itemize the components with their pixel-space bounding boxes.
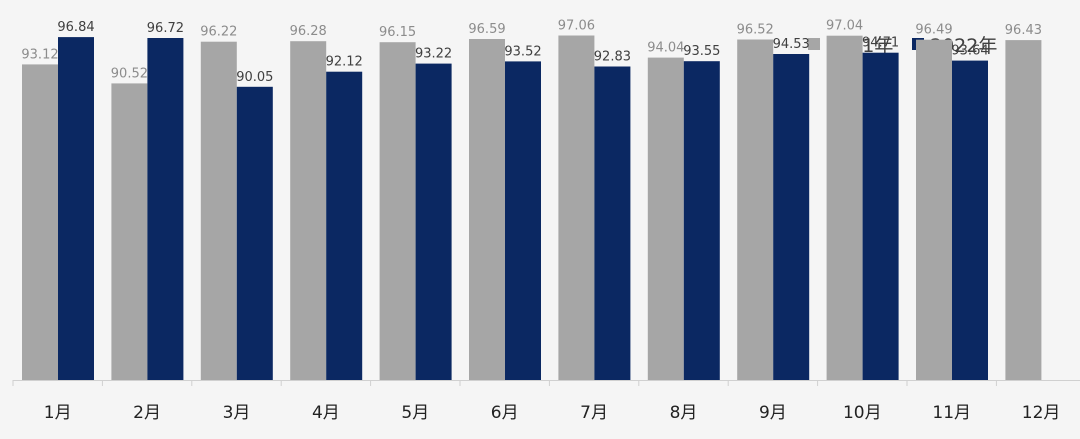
bar-2022-2: [147, 38, 184, 380]
legend-swatch-2021: [808, 38, 820, 50]
bar-2022-7: [594, 66, 631, 380]
value-label-2022-6: 93.52: [504, 44, 541, 59]
value-label-2021-6: 96.59: [468, 22, 505, 37]
bar-2022-10: [862, 52, 899, 380]
x-tick-label-1: 1月: [44, 403, 72, 423]
x-tick-label-6: 6月: [491, 403, 519, 423]
value-label-2022-8: 93.55: [683, 44, 720, 59]
value-label-2021-3: 96.22: [200, 25, 237, 40]
x-tick-label-11: 11月: [932, 403, 971, 423]
value-label-2022-5: 93.22: [415, 47, 452, 62]
x-tick-label-5: 5月: [401, 403, 429, 423]
bar-2021-12: [1005, 40, 1042, 380]
bar-2022-4: [326, 71, 363, 380]
value-label-2021-1: 93.12: [21, 47, 58, 62]
value-label-2022-3: 90.05: [236, 70, 273, 85]
value-label-2022-4: 92.12: [326, 55, 363, 70]
value-label-2022-9: 94.53: [773, 37, 810, 52]
value-label-2021-11: 96.49: [915, 23, 952, 38]
value-label-2022-10: 94.71: [862, 36, 899, 51]
bar-2022-9: [773, 54, 810, 380]
x-tick-label-8: 8月: [670, 403, 698, 423]
x-axis: 1月 2月 3月 4月 5月 6月 7月 8月 9月 10月 11月 12月: [12, 380, 1080, 423]
value-label-2021-2: 90.52: [111, 66, 148, 81]
x-tick-label-3: 3月: [223, 403, 251, 423]
bar-2021-5: [379, 42, 416, 380]
bar-2021-9: [737, 39, 774, 380]
value-label-2022-2: 96.72: [147, 21, 184, 36]
bar-2022-5: [415, 63, 452, 380]
bar-2022-1: [58, 37, 94, 380]
value-label-2021-4: 96.28: [290, 24, 327, 39]
bar-2021-2: [111, 83, 148, 381]
bar-2022-3: [236, 86, 273, 381]
value-label-2021-8: 94.04: [647, 41, 684, 56]
bar-2021-3: [200, 41, 237, 380]
value-label-2021-10: 97.04: [826, 19, 863, 34]
bar-2021-7: [558, 35, 595, 380]
bar-2021-4: [290, 41, 327, 380]
bars: [22, 35, 1042, 381]
value-labels: 93.12 96.84 90.52 96.72 96.22 90.05 96.28 92.12…: [21, 19, 1042, 85]
bar-2021-10: [826, 35, 863, 380]
value-label-2021-7: 97.06: [558, 19, 595, 34]
bar-2021-1: [22, 64, 58, 381]
x-tick-label-2: 2月: [133, 403, 161, 423]
bar-2022-11: [952, 60, 988, 380]
x-tick-label-4: 4月: [312, 403, 340, 423]
value-label-2021-5: 96.15: [379, 25, 416, 40]
x-tick-label-7: 7月: [580, 403, 608, 423]
bar-2021-11: [916, 39, 952, 380]
value-label-2021-12: 96.43: [1005, 23, 1042, 38]
value-label-2022-7: 92.83: [594, 50, 631, 65]
bar-2021-6: [469, 39, 505, 380]
x-tick-label-12: 12月: [1022, 403, 1061, 423]
bar-2022-8: [683, 61, 720, 380]
value-label-2022-1: 96.84: [57, 20, 94, 35]
bar-2021-8: [647, 57, 684, 380]
x-tick-label-10: 10月: [843, 403, 882, 423]
x-tick-label-9: 9月: [759, 403, 787, 423]
bar-2022-6: [505, 61, 541, 381]
value-label-2022-11: 93.64: [951, 44, 988, 59]
value-label-2021-9: 96.52: [737, 23, 774, 38]
